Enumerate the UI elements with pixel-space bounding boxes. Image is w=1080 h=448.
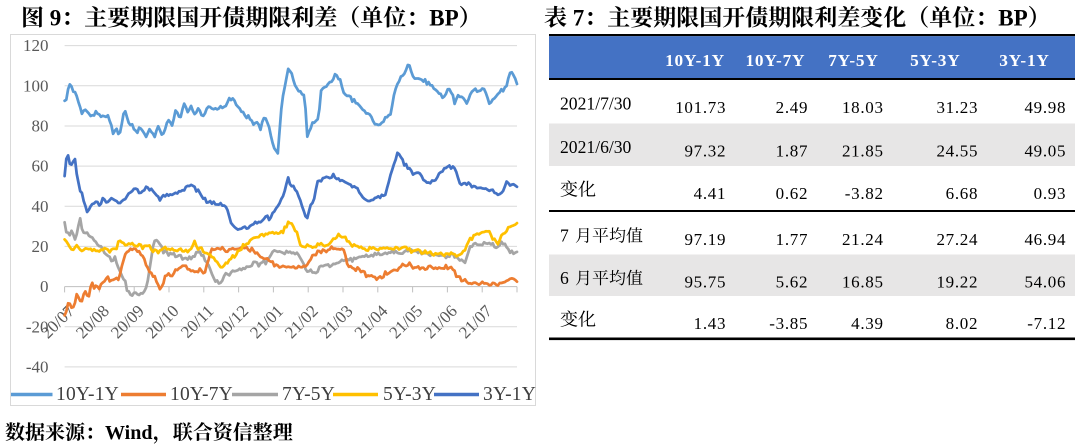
svg-text:Wind: Wind (105, 422, 152, 444)
svg-text:101.73: 101.73 (675, 98, 726, 117)
svg-text:1.43: 1.43 (694, 314, 727, 333)
svg-text:10Y-1Y: 10Y-1Y (665, 51, 725, 70)
svg-text:16.85: 16.85 (842, 273, 884, 292)
svg-text:20: 20 (32, 237, 49, 256)
svg-text:0: 0 (40, 277, 49, 296)
svg-text:4.41: 4.41 (694, 184, 727, 203)
svg-text:19.22: 19.22 (936, 273, 978, 292)
svg-text:120: 120 (23, 36, 49, 55)
svg-text:10Y-7Y: 10Y-7Y (745, 51, 805, 70)
svg-text:-3.85: -3.85 (769, 314, 808, 333)
svg-text:0.62: 0.62 (776, 184, 809, 203)
svg-text:5.62: 5.62 (776, 273, 809, 292)
svg-text:0.93: 0.93 (1034, 184, 1067, 203)
svg-text:18.03: 18.03 (842, 98, 884, 117)
svg-text:2.49: 2.49 (776, 98, 809, 117)
svg-text:95.75: 95.75 (684, 273, 726, 292)
svg-text:6.68: 6.68 (946, 184, 979, 203)
svg-text:49.98: 49.98 (1024, 98, 1066, 117)
svg-text:2021/7/30: 2021/7/30 (560, 94, 632, 114)
svg-text:7: 7 (567, 6, 584, 31)
svg-text:24.55: 24.55 (936, 142, 978, 161)
svg-text:5Y-3Y: 5Y-3Y (383, 384, 436, 405)
svg-text:27.24: 27.24 (936, 230, 978, 249)
svg-text:BP: BP (429, 6, 458, 31)
svg-text:7: 7 (560, 226, 569, 246)
svg-text:49.05: 49.05 (1024, 142, 1066, 161)
svg-text:7Y-5Y: 7Y-5Y (828, 51, 878, 70)
svg-text:10Y-7Y: 10Y-7Y (170, 384, 233, 405)
svg-text:1.87: 1.87 (776, 142, 809, 161)
svg-text:-3.82: -3.82 (845, 184, 884, 203)
svg-text:-40: -40 (26, 358, 49, 377)
svg-text:6: 6 (560, 268, 569, 288)
svg-text:1.77: 1.77 (776, 230, 809, 249)
svg-text:5Y-3Y: 5Y-3Y (910, 51, 960, 70)
svg-text:97.19: 97.19 (684, 230, 726, 249)
svg-text:54.06: 54.06 (1024, 273, 1066, 292)
svg-text:7Y-5Y: 7Y-5Y (282, 384, 335, 405)
svg-text:97.32: 97.32 (684, 142, 726, 161)
svg-text:4.39: 4.39 (851, 314, 884, 333)
svg-text:31.23: 31.23 (936, 98, 978, 117)
svg-text:21.24: 21.24 (842, 230, 884, 249)
svg-text:-7.12: -7.12 (1027, 314, 1066, 333)
svg-text:-20: -20 (26, 317, 49, 336)
svg-text:3Y-1Y: 3Y-1Y (999, 51, 1049, 70)
svg-text:60: 60 (32, 157, 49, 176)
svg-text:9: 9 (44, 6, 61, 31)
svg-text:10Y-1Y: 10Y-1Y (56, 384, 119, 405)
svg-text:8.02: 8.02 (946, 314, 979, 333)
svg-text:40: 40 (32, 197, 49, 216)
svg-text:80: 80 (32, 117, 49, 136)
svg-text:46.94: 46.94 (1024, 230, 1066, 249)
svg-text:BP: BP (998, 6, 1027, 31)
svg-text:100: 100 (23, 76, 49, 95)
svg-text:3Y-1Y: 3Y-1Y (483, 384, 536, 405)
svg-text:21.85: 21.85 (842, 142, 884, 161)
svg-text:2021/6/30: 2021/6/30 (560, 137, 632, 157)
